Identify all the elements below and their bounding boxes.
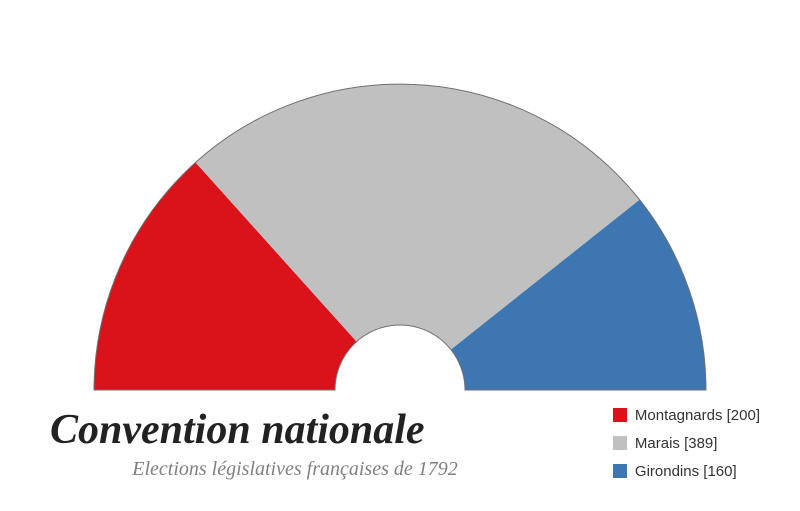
legend-swatch: [613, 408, 627, 422]
chart-title: Convention nationale: [50, 408, 540, 452]
legend-swatch: [613, 436, 627, 450]
half-donut-chart: [0, 0, 800, 400]
legend-item: Girondins [160]: [613, 461, 760, 481]
legend-label: Marais [389]: [635, 435, 718, 452]
legend-item: Montagnards [200]: [613, 405, 760, 425]
legend: Montagnards [200] Marais [389] Girondins […: [613, 405, 760, 489]
chart-svg: [0, 0, 800, 400]
chart-subtitle: Elections législatives françaises de 179…: [50, 458, 540, 481]
legend-item: Marais [389]: [613, 433, 760, 453]
legend-swatch: [613, 464, 627, 478]
chart-container: Convention nationale Elections législati…: [0, 0, 800, 511]
legend-label: Montagnards [200]: [635, 407, 760, 424]
title-block: Convention nationale Elections législati…: [50, 408, 540, 481]
legend-label: Girondins [160]: [635, 463, 737, 480]
